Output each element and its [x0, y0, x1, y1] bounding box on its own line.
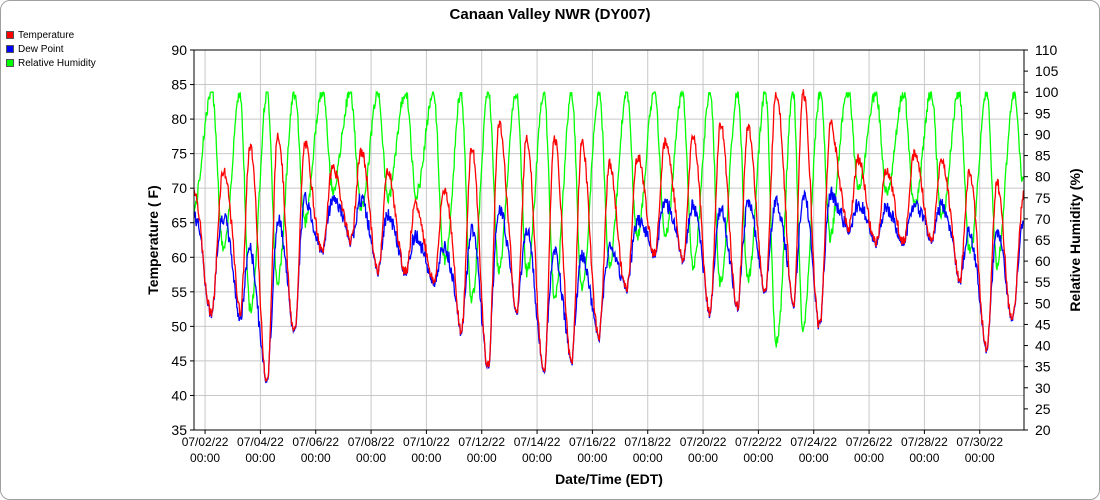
y-right-tick-label: 110	[1035, 42, 1058, 58]
y-tick-label: 70	[171, 180, 187, 196]
x-tick-date: 07/08/22	[348, 435, 395, 449]
y-right-tick-label: 90	[1035, 126, 1051, 142]
x-tick-date: 07/22/22	[735, 435, 782, 449]
x-tick-time: 00:00	[965, 451, 995, 465]
y-tick-label: 60	[171, 249, 187, 265]
series-layer	[193, 89, 1025, 384]
legend-swatch-relative-humidity	[6, 59, 14, 67]
x-tick-date: 07/26/22	[846, 435, 893, 449]
legend-item-relative-humidity: Relative Humidity	[6, 56, 96, 70]
x-axis-ticks: 07/02/22 00:00 07/04/22 00:00 07/06/22 00:00 0…	[182, 430, 1003, 465]
legend-label: Temperature	[18, 29, 75, 41]
x-tick-time: 00:00	[411, 451, 441, 465]
y-tick-label: 65	[171, 215, 187, 231]
y-right-tick-label: 25	[1035, 401, 1051, 417]
x-tick-time: 00:00	[467, 451, 497, 465]
x-tick-time: 00:00	[743, 451, 773, 465]
y-right-tick-label: 60	[1035, 253, 1051, 269]
x-tick-date: 07/06/22	[292, 435, 339, 449]
series-line-relative-humidity	[193, 90, 1025, 348]
x-tick-time: 00:00	[301, 451, 331, 465]
y-right-tick-label: 40	[1035, 338, 1051, 354]
x-tick-time: 00:00	[245, 451, 275, 465]
y-right-tick-label: 50	[1035, 295, 1051, 311]
y-tick-label: 90	[171, 42, 187, 58]
y-tick-label: 80	[171, 111, 187, 127]
x-tick-date: 07/16/22	[569, 435, 616, 449]
y-right-tick-label: 105	[1035, 63, 1059, 79]
x-tick-date: 07/12/22	[458, 435, 505, 449]
x-tick-date: 07/10/22	[403, 435, 450, 449]
y-right-tick-label: 65	[1035, 232, 1051, 248]
x-tick-date: 07/24/22	[790, 435, 837, 449]
y-right-tick-label: 35	[1035, 359, 1051, 375]
x-tick-date: 07/02/22	[182, 435, 229, 449]
x-tick-date: 07/18/22	[624, 435, 671, 449]
x-tick-date: 07/04/22	[237, 435, 284, 449]
y-tick-label: 35	[171, 422, 187, 438]
legend-item-temperature: Temperature	[6, 28, 96, 42]
y-tick-label: 85	[171, 77, 187, 93]
x-tick-time: 00:00	[633, 451, 663, 465]
x-tick-date: 07/14/22	[514, 435, 561, 449]
legend-swatch-temperature	[6, 31, 14, 39]
y-axis-left-title: Temperature ( F)	[145, 185, 161, 294]
y-tick-label: 75	[171, 146, 187, 162]
y-tick-label: 55	[171, 284, 187, 300]
y-tick-label: 50	[171, 318, 187, 334]
right-axis-ticks: 20 25 30 35 40 45 50 55 60 65 70 75 80 85 90 95 100 105 11…	[1024, 42, 1059, 438]
y-axis-right-title: Relative Humidity (%)	[1067, 168, 1083, 311]
y-right-tick-label: 20	[1035, 422, 1051, 438]
y-right-tick-label: 80	[1035, 169, 1051, 185]
legend-label: Dew Point	[18, 43, 64, 55]
legend-swatch-dew-point	[6, 45, 14, 53]
y-right-tick-label: 75	[1035, 190, 1051, 206]
x-tick-date: 07/20/22	[680, 435, 727, 449]
y-right-tick-label: 55	[1035, 274, 1051, 290]
x-tick-time: 00:00	[190, 451, 220, 465]
x-tick-time: 00:00	[688, 451, 718, 465]
y-right-tick-label: 30	[1035, 380, 1051, 396]
x-tick-time: 00:00	[799, 451, 829, 465]
y-tick-label: 40	[171, 387, 187, 403]
y-right-tick-label: 85	[1035, 148, 1051, 164]
series-line-temperature	[193, 89, 1025, 383]
x-tick-date: 07/28/22	[901, 435, 948, 449]
y-right-tick-label: 70	[1035, 211, 1051, 227]
y-right-tick-label: 45	[1035, 316, 1051, 332]
x-tick-time: 00:00	[577, 451, 607, 465]
y-tick-label: 45	[171, 353, 187, 369]
left-axis-ticks: 35 40 45 50 55 60 65 70 75 80 85 90	[171, 42, 194, 438]
chart-title: Canaan Valley NWR (DY007)	[450, 6, 651, 23]
x-axis-title: Date/Time (EDT)	[555, 471, 663, 487]
y-right-tick-label: 100	[1035, 84, 1059, 100]
series-line-dew-point	[193, 186, 1025, 384]
x-tick-time: 00:00	[909, 451, 939, 465]
x-tick-time: 00:00	[522, 451, 552, 465]
legend-item-dew-point: Dew Point	[6, 42, 96, 56]
x-tick-time: 00:00	[356, 451, 386, 465]
legend: Temperature Dew Point Relative Humidity	[6, 28, 96, 70]
legend-label: Relative Humidity	[18, 57, 96, 69]
x-tick-date: 07/30/22	[956, 435, 1003, 449]
x-tick-time: 00:00	[854, 451, 884, 465]
y-right-tick-label: 95	[1035, 105, 1051, 121]
